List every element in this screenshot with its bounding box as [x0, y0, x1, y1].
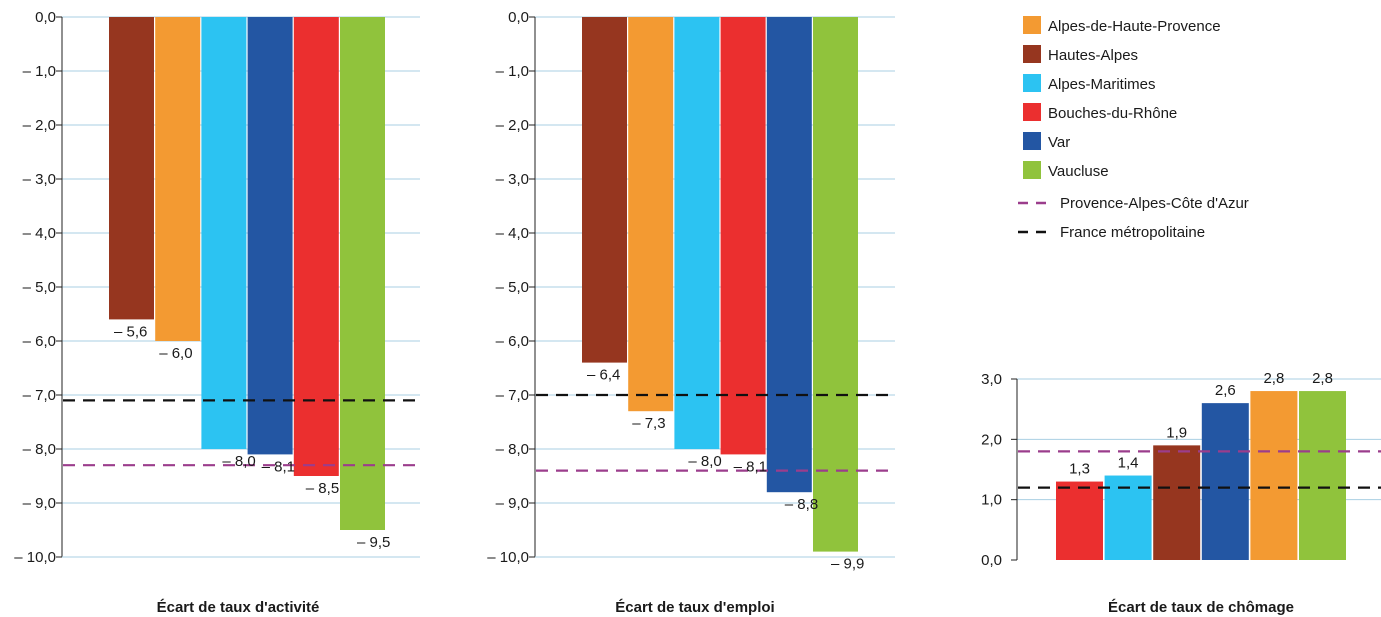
legend-item-var: Var: [1023, 132, 1070, 151]
y-tick-label: – 4,0: [23, 225, 56, 242]
y-tick-label: – 1,0: [496, 63, 529, 80]
data-label: 1,9: [1166, 424, 1187, 441]
y-tick-label: 1,0: [981, 492, 1002, 509]
y-tick-label: – 10,0: [14, 549, 56, 566]
legend-swatch: [1023, 74, 1041, 92]
bar-vaucluse: [813, 17, 858, 552]
data-label: 2,8: [1263, 370, 1284, 387]
legend-item-bouches-du-rhone: Bouches-du-Rhône: [1023, 103, 1177, 122]
data-label: – 9,9: [831, 556, 864, 573]
legend-label: Alpes-de-Haute-Provence: [1048, 18, 1221, 35]
bar-alpes-maritimes: [201, 17, 247, 449]
legend-swatch: [1023, 132, 1041, 150]
chart-taux-emploi: 0,0 – 1,0 – 2,0 – 3,0 – 4,0 – 5,0 – 6,0 – 7,0 – …: [487, 9, 895, 616]
y-tick-label: – 9,0: [23, 495, 56, 512]
data-label: – 9,5: [357, 534, 390, 551]
y-tick-label: – 1,0: [23, 63, 56, 80]
legend: Alpes-de-Haute-Provence Hautes-Alpes Alpes…: [1018, 16, 1249, 241]
bar-alpes-de-haute-provence: [155, 17, 201, 341]
chart-title: Écart de taux d'emploi: [615, 599, 774, 616]
y-tick-label: – 3,0: [23, 171, 56, 188]
legend-label: Provence-Alpes-Côte d'Azur: [1060, 195, 1249, 212]
bar-hautes-alpes: [582, 17, 627, 363]
data-label: – 7,3: [632, 415, 665, 432]
legend-label: Var: [1048, 134, 1070, 151]
y-tick-label: – 9,0: [496, 495, 529, 512]
y-tick-label: – 3,0: [496, 171, 529, 188]
y-tick-label: – 8,0: [23, 441, 56, 458]
legend-label: Hautes-Alpes: [1048, 47, 1138, 64]
data-label: – 5,6: [114, 323, 147, 340]
data-label: – 8,1: [262, 458, 295, 475]
bar-hautes-alpes: [1153, 445, 1201, 560]
legend-label: France métropolitaine: [1060, 224, 1205, 241]
bar-alpes-de-haute-provence: [1250, 391, 1298, 560]
bar-vaucluse: [340, 17, 385, 530]
y-tick-label: 0,0: [508, 9, 529, 26]
y-tick-label: 3,0: [981, 371, 1002, 388]
bar-vaucluse: [1299, 391, 1346, 560]
legend-swatch: [1023, 16, 1041, 34]
legend-swatch: [1023, 45, 1041, 63]
data-label: – 8,8: [785, 496, 818, 513]
data-label: – 8,0: [222, 453, 255, 470]
y-tick-label: – 8,0: [496, 441, 529, 458]
legend-item-france-metropolitaine: France métropolitaine: [1018, 224, 1205, 241]
data-label: – 6,0: [159, 345, 192, 362]
legend-label: Alpes-Maritimes: [1048, 76, 1156, 93]
y-tick-label: 0,0: [35, 9, 56, 26]
data-label: – 8,5: [306, 480, 339, 497]
legend-swatch: [1023, 161, 1041, 179]
y-tick-label: – 4,0: [496, 225, 529, 242]
legend-item-hautes-alpes: Hautes-Alpes: [1023, 45, 1138, 64]
data-label: – 8,1: [734, 458, 767, 475]
chart-taux-chomage: 0,0 1,0 2,0 3,0 1,3 1,4 1,9 2,6 2,8 2,8 Écart de t…: [981, 370, 1381, 616]
bar-var: [1201, 403, 1249, 560]
y-tick-label: – 2,0: [496, 117, 529, 134]
bar-alpes-maritimes: [1104, 475, 1152, 560]
bar-bouches-du-rhone: [1056, 481, 1103, 560]
y-tick-label: – 10,0: [487, 549, 529, 566]
bar-alpes-de-haute-provence: [628, 17, 674, 412]
y-tick-label: 0,0: [981, 552, 1002, 569]
legend-swatch: [1023, 103, 1041, 121]
y-tick-label: – 6,0: [496, 333, 529, 350]
data-label: 2,6: [1215, 382, 1236, 399]
bar-var: [766, 17, 812, 493]
data-label: – 6,4: [587, 367, 620, 384]
bar-hautes-alpes: [109, 17, 154, 320]
y-tick-label: – 2,0: [23, 117, 56, 134]
bar-bouches-du-rhone: [293, 17, 339, 476]
y-tick-label: – 6,0: [23, 333, 56, 350]
y-tick-label: 2,0: [981, 431, 1002, 448]
y-tick-label: – 5,0: [496, 279, 529, 296]
data-label: 1,3: [1069, 461, 1090, 478]
data-label: – 8,0: [688, 453, 721, 470]
legend-item-provence-alpes-cote-d-azur: Provence-Alpes-Côte d'Azur: [1018, 195, 1249, 212]
y-tick-label: – 7,0: [23, 387, 56, 404]
bar-alpes-maritimes: [674, 17, 720, 449]
legend-item-alpes-de-haute-provence: Alpes-de-Haute-Provence: [1023, 16, 1221, 35]
legend-item-alpes-maritimes: Alpes-Maritimes: [1023, 74, 1156, 93]
chart-title: Écart de taux d'activité: [157, 599, 320, 616]
y-tick-label: – 5,0: [23, 279, 56, 296]
data-label: 2,8: [1312, 370, 1333, 387]
legend-item-vaucluse: Vaucluse: [1023, 161, 1109, 180]
legend-label: Bouches-du-Rhône: [1048, 105, 1177, 122]
data-label: 1,4: [1118, 455, 1139, 472]
bar-bouches-du-rhone: [720, 17, 766, 455]
y-tick-label: – 7,0: [496, 387, 529, 404]
legend-label: Vaucluse: [1048, 163, 1109, 180]
chart-taux-activite: 0,0 – 1,0 – 2,0 – 3,0 – 4,0 – 5,0 – 6,0 – 7,0 – …: [14, 9, 420, 616]
chart-title: Écart de taux de chômage: [1108, 599, 1294, 616]
bar-var: [247, 17, 293, 455]
